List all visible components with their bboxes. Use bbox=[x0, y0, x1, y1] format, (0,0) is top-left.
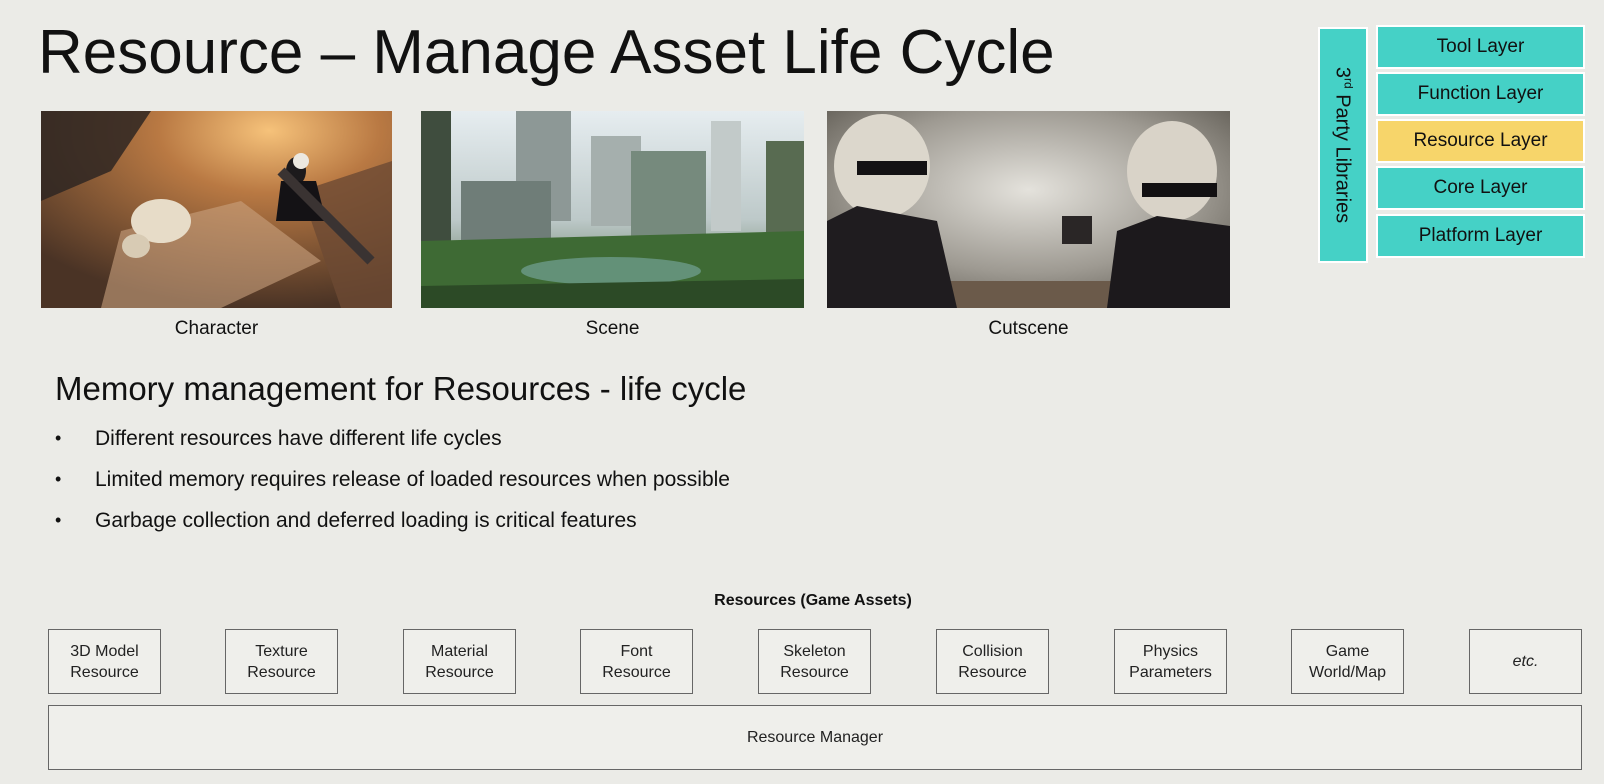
resource-box-collision: Collision Resource bbox=[936, 629, 1049, 694]
bullet-item: • Different resources have different life… bbox=[55, 418, 730, 459]
side-label-suffix: rd bbox=[1341, 77, 1356, 89]
function-layer: Function Layer bbox=[1376, 72, 1585, 116]
resource-layer: Resource Layer bbox=[1376, 119, 1585, 163]
resource-box-material: Material Resource bbox=[403, 629, 516, 694]
resource-manager-box: Resource Manager bbox=[48, 705, 1582, 770]
resource-box-etc: etc. bbox=[1469, 629, 1582, 694]
bullet-text: Different resources have different life … bbox=[95, 427, 502, 450]
resource-box-skeleton: Skeleton Resource bbox=[758, 629, 871, 694]
side-label-text: Party Libraries bbox=[1331, 88, 1354, 224]
character-image bbox=[41, 111, 392, 308]
slide-title: Resource – Manage Asset Life Cycle bbox=[38, 18, 1055, 87]
character-caption: Character bbox=[174, 318, 259, 339]
memory-heading: Memory management for Resources - life c… bbox=[55, 370, 747, 407]
bullet-dot: • bbox=[55, 428, 62, 448]
scene-image bbox=[421, 111, 804, 308]
platform-layer: Platform Layer bbox=[1376, 214, 1585, 258]
scene-caption: Scene bbox=[585, 318, 640, 339]
resource-box-game-world: Game World/Map bbox=[1291, 629, 1404, 694]
tool-layer: Tool Layer bbox=[1376, 25, 1585, 69]
side-label-number: 3 bbox=[1331, 66, 1354, 78]
cutscene-caption: Cutscene bbox=[988, 318, 1069, 339]
bullet-dot: • bbox=[55, 469, 62, 489]
core-layer: Core Layer bbox=[1376, 166, 1585, 210]
bullet-item: • Garbage collection and deferred loading… bbox=[55, 500, 730, 541]
character-image-art bbox=[41, 111, 392, 308]
resource-box-physics: Physics Parameters bbox=[1114, 629, 1227, 694]
bullet-text: Limited memory requires release of loade… bbox=[95, 468, 730, 491]
resources-title: Resources (Game Assets) bbox=[714, 592, 912, 609]
resource-box-font: Font Resource bbox=[580, 629, 693, 694]
bullet-dot: • bbox=[55, 510, 62, 530]
memory-bullet-list: • Different resources have different life… bbox=[55, 418, 730, 541]
third-party-libraries-label: 3rd Party Libraries bbox=[1331, 67, 1356, 223]
scene-image-art bbox=[421, 111, 804, 308]
cutscene-image-art bbox=[827, 111, 1230, 308]
bullet-item: • Limited memory requires release of load… bbox=[55, 459, 730, 500]
resource-box-3d-model: 3D Model Resource bbox=[48, 629, 161, 694]
third-party-libraries-bar: 3rd Party Libraries bbox=[1318, 27, 1368, 263]
bullet-text: Garbage collection and deferred loading … bbox=[95, 509, 637, 532]
cutscene-image bbox=[827, 111, 1230, 308]
resource-box-texture: Texture Resource bbox=[225, 629, 338, 694]
